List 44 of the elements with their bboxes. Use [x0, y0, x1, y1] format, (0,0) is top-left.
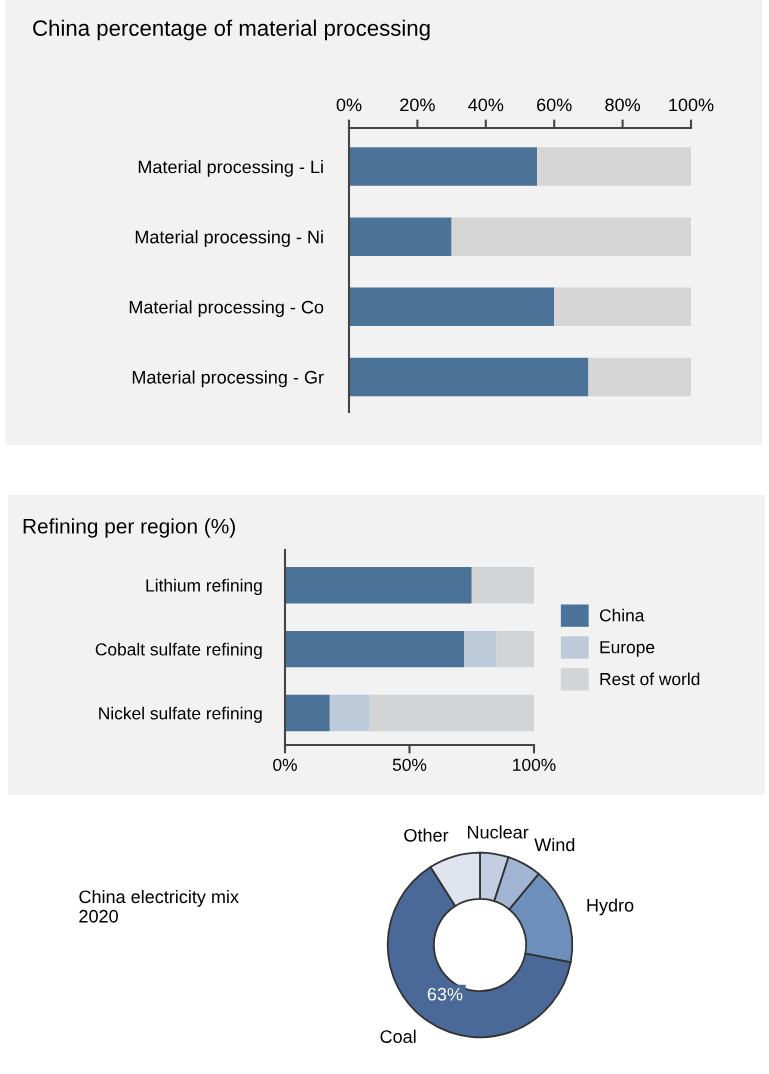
bar [349, 357, 589, 397]
y-tick-label: Material processing - Co [129, 300, 324, 318]
bar [349, 217, 452, 256]
legend-label: Europe [600, 641, 655, 657]
bar [588, 357, 691, 397]
bar [537, 147, 691, 186]
text: China electricity mix 2020 [79, 889, 239, 923]
x-tick-label: 40% [468, 98, 504, 112]
chart-title: Refining per region (%) [23, 518, 235, 538]
bar [285, 694, 330, 732]
data-label: 63% [427, 987, 463, 1001]
chart-title: China percentage of material processing [33, 19, 430, 41]
x-tick-label: 20% [400, 98, 435, 112]
x-tick-label: 0% [336, 98, 362, 112]
slice-label: Coal [380, 1029, 416, 1043]
y-tick-label: Cobalt sulfate refining [95, 642, 262, 659]
bar [451, 217, 691, 256]
bar [554, 287, 691, 327]
bar [285, 630, 465, 668]
y-tick-label: Material processing - Gr [132, 370, 324, 388]
bar [349, 147, 538, 186]
y-tick-label: Material processing - Li [138, 160, 323, 177]
bar [349, 287, 555, 327]
slice-label: Hydro [587, 898, 634, 916]
bar [329, 694, 370, 732]
bar [369, 694, 534, 732]
y-tick-label: Material processing - Ni [135, 230, 323, 247]
y-tick-label: Lithium refining [146, 578, 262, 596]
slice-label: Wind [534, 837, 575, 852]
x-tick-label: 80% [605, 98, 641, 112]
x-tick-label: 0% [273, 758, 297, 771]
slice-label: Other [404, 828, 449, 842]
bar [496, 630, 534, 668]
x-tick-label: 60% [537, 98, 572, 112]
slice-label: Nuclear [467, 825, 529, 839]
legend-label: Rest of world [600, 672, 700, 686]
legend-label: China [599, 608, 645, 622]
x-tick-label: 50% [392, 758, 427, 771]
bar [471, 566, 534, 604]
x-tick-label: 100% [513, 758, 556, 771]
bar [285, 566, 472, 604]
x-tick-label: 100% [669, 98, 714, 112]
bar [464, 630, 497, 668]
y-tick-label: Nickel sulfate refining [99, 706, 262, 723]
